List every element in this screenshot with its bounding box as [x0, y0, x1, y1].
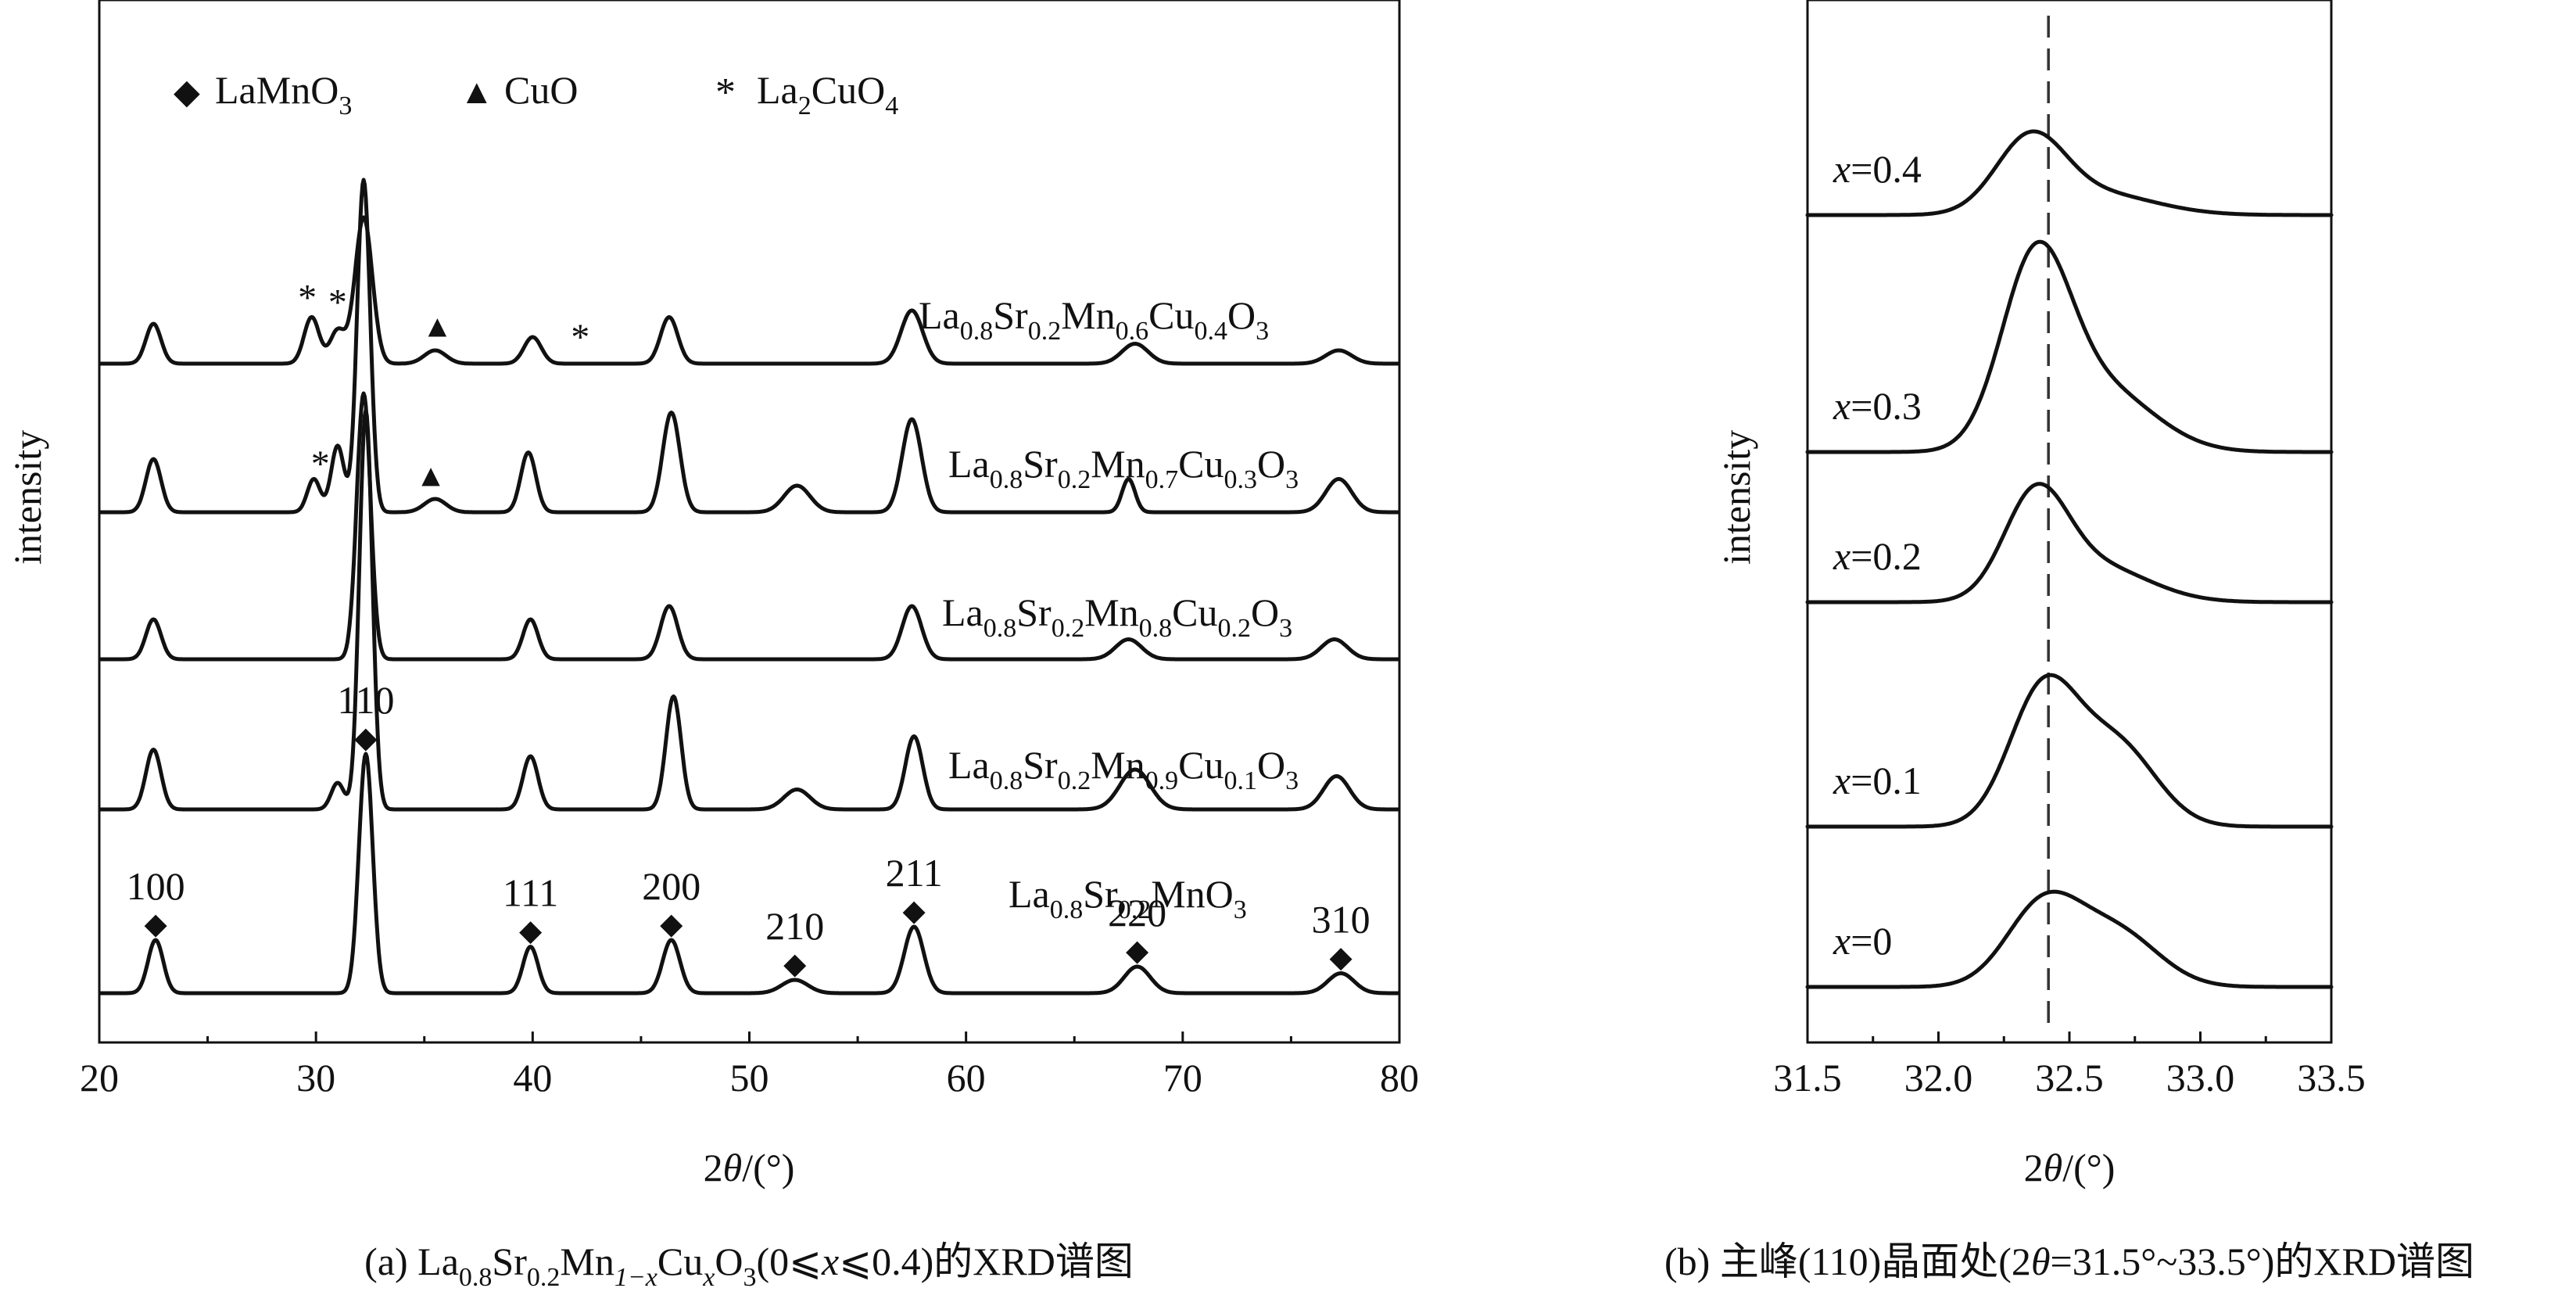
xrd-curve-1 [98, 215, 1401, 366]
zoom-curve-3 [1805, 482, 2334, 605]
x-tick-label: 33.0 [2166, 1056, 2235, 1100]
x-tick-label: 70 [1163, 1056, 1202, 1100]
panel-a-hkl-labels: ◆100◆110◆111◆200◆210 ◆211◆220◆310 [127, 678, 1370, 981]
panel-a-y-axis-label: intensity [5, 430, 49, 565]
panel-b-curves [1805, 129, 2334, 989]
hkl-label: 310 [1312, 898, 1370, 942]
legend-cuo-label: CuO [504, 68, 578, 112]
legend-lamno3-label: LaMnO3 [215, 68, 352, 120]
triangle-marker: ▲ [422, 308, 453, 343]
composition-label: x=0 [1833, 919, 1892, 963]
diamond-marker: ◆ [144, 908, 167, 941]
panel-b-curve-labels: x=0.4 x=0.3 x=0.2 x=0.1 x=0 [1833, 147, 1922, 963]
x-tick-label: 32.0 [1904, 1056, 1973, 1100]
x-tick-label: 40 [513, 1056, 552, 1100]
composition-label: x=0.4 [1833, 147, 1922, 191]
panel-a-curves [98, 178, 1401, 996]
hkl-label: 110 [337, 678, 394, 722]
legend-triangle-icon: ▲ [460, 73, 494, 111]
legend-la2cuo4-label: La2CuO4 [757, 68, 898, 120]
panel-b-y-axis-label: intensity [1714, 430, 1758, 565]
zoom-curve-5 [1805, 889, 2334, 989]
x-tick-label: 60 [947, 1056, 986, 1100]
hkl-label: 211 [886, 851, 943, 895]
diamond-marker: ◆ [903, 895, 926, 927]
diamond-marker: ◆ [660, 908, 683, 941]
xrd-curve-3 [98, 391, 1401, 662]
sample-label: La0.8Sr0.2Mn0.8Cu0.2O3 [942, 590, 1292, 643]
asterisk-marker: * [328, 282, 347, 323]
x-tick-label: 33.5 [2297, 1056, 2366, 1100]
xrd-curve-2 [98, 178, 1401, 515]
panel-b-caption: (b) 主峰(110)晶面处(2θ=31.5°~33.5°)的XRD谱图 [1664, 1240, 2474, 1283]
diamond-marker: ◆ [1126, 935, 1149, 967]
panel-a-phase-markers: * * ▲ * * ▲ [298, 277, 589, 493]
x-tick-label: 50 [730, 1056, 769, 1100]
zoom-curve-2 [1805, 239, 2334, 454]
asterisk-marker: * [298, 277, 317, 318]
triangle-marker: ▲ [415, 457, 446, 493]
hkl-label: 220 [1108, 891, 1166, 935]
x-tick-label: 32.5 [2035, 1056, 2104, 1100]
composition-label: x=0.2 [1833, 534, 1922, 578]
hkl-label: 100 [127, 864, 185, 908]
panel-b-x-ticks: 31.5 32.0 32.5 33.0 33.5 [1773, 1032, 2366, 1100]
composition-label: x=0.3 [1833, 384, 1922, 428]
hkl-label: 210 [765, 904, 824, 948]
xrd-curve-4 [98, 408, 1401, 812]
diamond-marker: ◆ [519, 915, 543, 948]
panel-b-chart: 31.5 32.0 32.5 33.0 33.5 x=0.4x=0.3x=0.2x=0.… [1664, 0, 2474, 1283]
panel-a-caption: (a) La0.8Sr0.2Mn1−xCuxO3(0⩽x⩽0.4)的XRD谱图 [364, 1240, 1134, 1292]
asterisk-marker: * [571, 317, 589, 358]
hkl-label: 111 [503, 871, 558, 915]
x-tick-label: 31.5 [1773, 1056, 1842, 1100]
panel-a-x-ticks: 20 30 40 50 60 70 80 [80, 1032, 1419, 1100]
panel-a-sample-labels: La0.8Sr0.2Mn0.6Cu0.4O3 La0.8Sr0.2Mn0.7Cu0… [919, 293, 1299, 924]
legend-asterisk-icon: * [715, 70, 736, 115]
x-tick-label: 80 [1380, 1056, 1419, 1100]
panel-b-x-axis-label: 2θ/(°) [2024, 1146, 2116, 1189]
x-tick-label: 30 [296, 1056, 335, 1100]
diamond-marker: ◆ [783, 948, 807, 981]
legend-diamond-icon: ◆ [174, 73, 200, 111]
x-tick-label: 20 [80, 1056, 119, 1100]
sample-label: La0.8Sr0.2Mn0.6Cu0.4O3 [919, 293, 1269, 346]
xrd-curve-5 [98, 752, 1401, 996]
sample-label: La0.8Sr0.2Mn0.7Cu0.3O3 [948, 442, 1299, 494]
zoom-curve-1 [1805, 129, 2334, 217]
zoom-curve-4 [1805, 673, 2334, 829]
diamond-marker: ◆ [1330, 942, 1353, 974]
composition-label: x=0.1 [1833, 759, 1922, 802]
panel-a-x-axis-label: 2θ/(°) [704, 1146, 795, 1189]
sample-label: La0.8Sr0.2Mn0.9Cu0.1O3 [948, 743, 1299, 795]
sample-label: La0.8Sr0.2MnO3 [1009, 872, 1247, 924]
hkl-label: 200 [642, 864, 700, 908]
panel-a-legend: ◆ LaMnO3 ▲ CuO * La2CuO4 [174, 68, 898, 120]
asterisk-marker: * [311, 443, 330, 485]
panel-a-chart: 20 30 40 50 60 70 80 * *▲ ** ▲ ◆100◆110◆111◆200◆2… [5, 0, 1419, 1292]
diamond-marker: ◆ [354, 722, 378, 755]
